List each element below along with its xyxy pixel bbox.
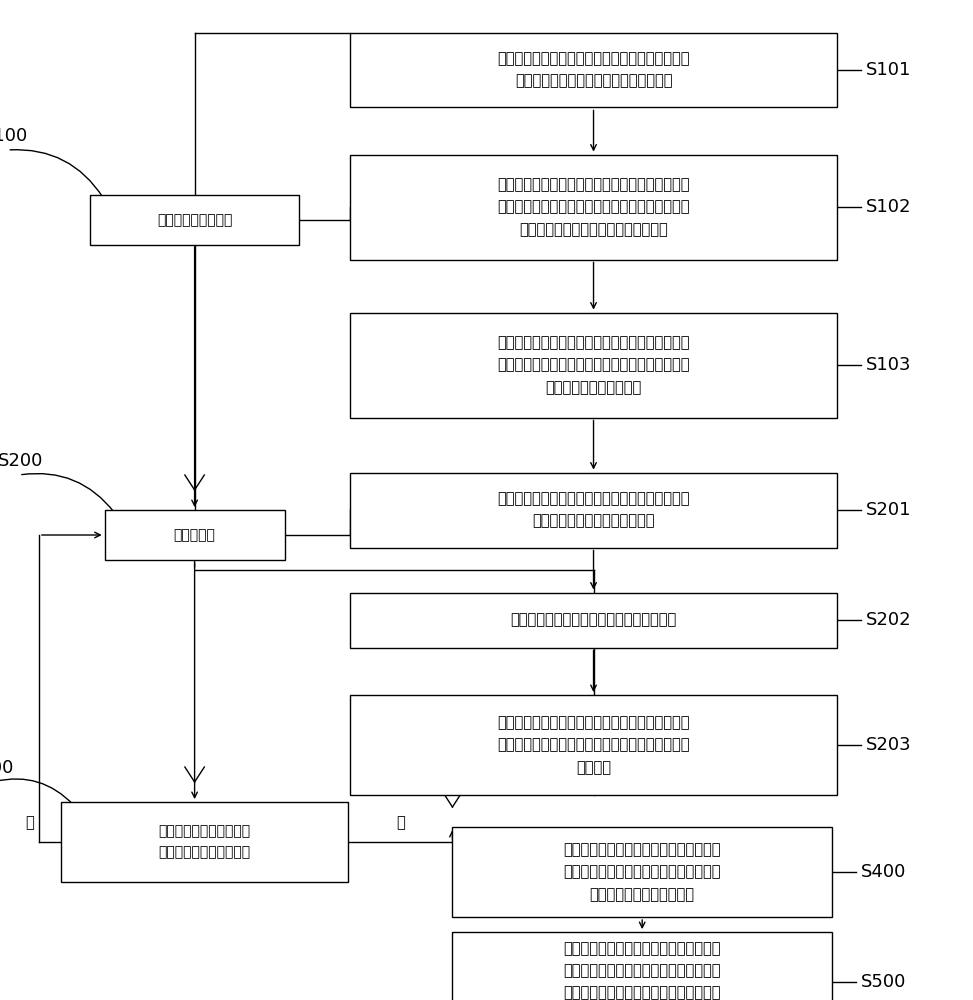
- Text: S203: S203: [866, 736, 912, 754]
- Text: S200: S200: [0, 452, 43, 470]
- FancyBboxPatch shape: [350, 473, 837, 548]
- Text: 取物料信息、模具信息、初始膜通量、白利度与物
料线性关系、初始白利度、初始溶液温度: 取物料信息、模具信息、初始膜通量、白利度与物 料线性关系、初始白利度、初始溶液温…: [497, 51, 690, 89]
- Text: S500: S500: [861, 973, 907, 991]
- FancyBboxPatch shape: [350, 154, 837, 259]
- FancyBboxPatch shape: [105, 510, 284, 560]
- Text: 根据物料信息、模具信息、白利度与物料线性关系
、初始白利度、初始溶液温度得到初始的膜表面温
度，进而根据安托因方程得到饱和压强: 根据物料信息、模具信息、白利度与物料线性关系 、初始白利度、初始溶液温度得到初始…: [497, 177, 690, 237]
- FancyBboxPatch shape: [350, 592, 837, 648]
- FancyBboxPatch shape: [350, 695, 837, 795]
- Text: S201: S201: [866, 501, 912, 519]
- Text: 根据模具信息、更新物料信息、更新膜表
面温度、循环结束时的当前温度信息、每
次获取当前溶液温度的对应的时间信息，
得到并输出膜蒸馏能耗: 根据模具信息、更新物料信息、更新膜表 面温度、循环结束时的当前温度信息、每 次获…: [563, 941, 721, 1000]
- FancyBboxPatch shape: [90, 195, 300, 245]
- Text: 根据膜透过系数及膜表面温度，更新膜通量: 根据膜透过系数及膜表面温度，更新膜通量: [511, 612, 676, 628]
- Text: S103: S103: [866, 356, 912, 374]
- Text: 输出更新物料信息、更新膜表面温度、循
环结束时的当前温度信息，每次获取当前
溶液温度的对应的时间信息: 输出更新物料信息、更新膜表面温度、循 环结束时的当前温度信息，每次获取当前 溶液…: [563, 842, 721, 902]
- Text: 判断可循环步骤输出的更
新白利度是否达到预设值: 判断可循环步骤输出的更 新白利度是否达到预设值: [159, 825, 250, 859]
- Text: 根据更新的膜通量及膜表面温度得到更新白利度，
并根据白利度与物料线性关系及更新白利度来更新
物料信息: 根据更新的膜通量及膜表面温度得到更新白利度， 并根据白利度与物料线性关系及更新白…: [497, 715, 690, 775]
- FancyBboxPatch shape: [350, 312, 837, 418]
- Text: 可循环步骤: 可循环步骤: [173, 528, 216, 542]
- Text: 获取膜透过系数步骤: 获取膜透过系数步骤: [157, 213, 233, 227]
- Text: S101: S101: [866, 61, 912, 79]
- Text: S300: S300: [0, 759, 14, 777]
- Text: 是: 是: [396, 815, 405, 830]
- Text: S400: S400: [861, 863, 907, 881]
- FancyBboxPatch shape: [350, 32, 837, 107]
- FancyBboxPatch shape: [60, 802, 348, 882]
- FancyBboxPatch shape: [452, 932, 832, 1000]
- Text: S102: S102: [866, 198, 912, 216]
- Text: S100: S100: [0, 127, 28, 145]
- Text: 获取当前溶液温度，根据获取的前溶液温度、物料
信息、模具信息更新膜表面温度: 获取当前溶液温度，根据获取的前溶液温度、物料 信息、模具信息更新膜表面温度: [497, 491, 690, 529]
- Text: 根据饱和压强和初始膜通量得到膜透过系数，将膜
透过系数、物料信息、白利度与物料线性关系、模
具信息输出至可循环步骤: 根据饱和压强和初始膜通量得到膜透过系数，将膜 透过系数、物料信息、白利度与物料线…: [497, 335, 690, 395]
- Text: 否: 否: [25, 815, 34, 830]
- FancyBboxPatch shape: [452, 827, 832, 917]
- Text: S202: S202: [866, 611, 912, 629]
